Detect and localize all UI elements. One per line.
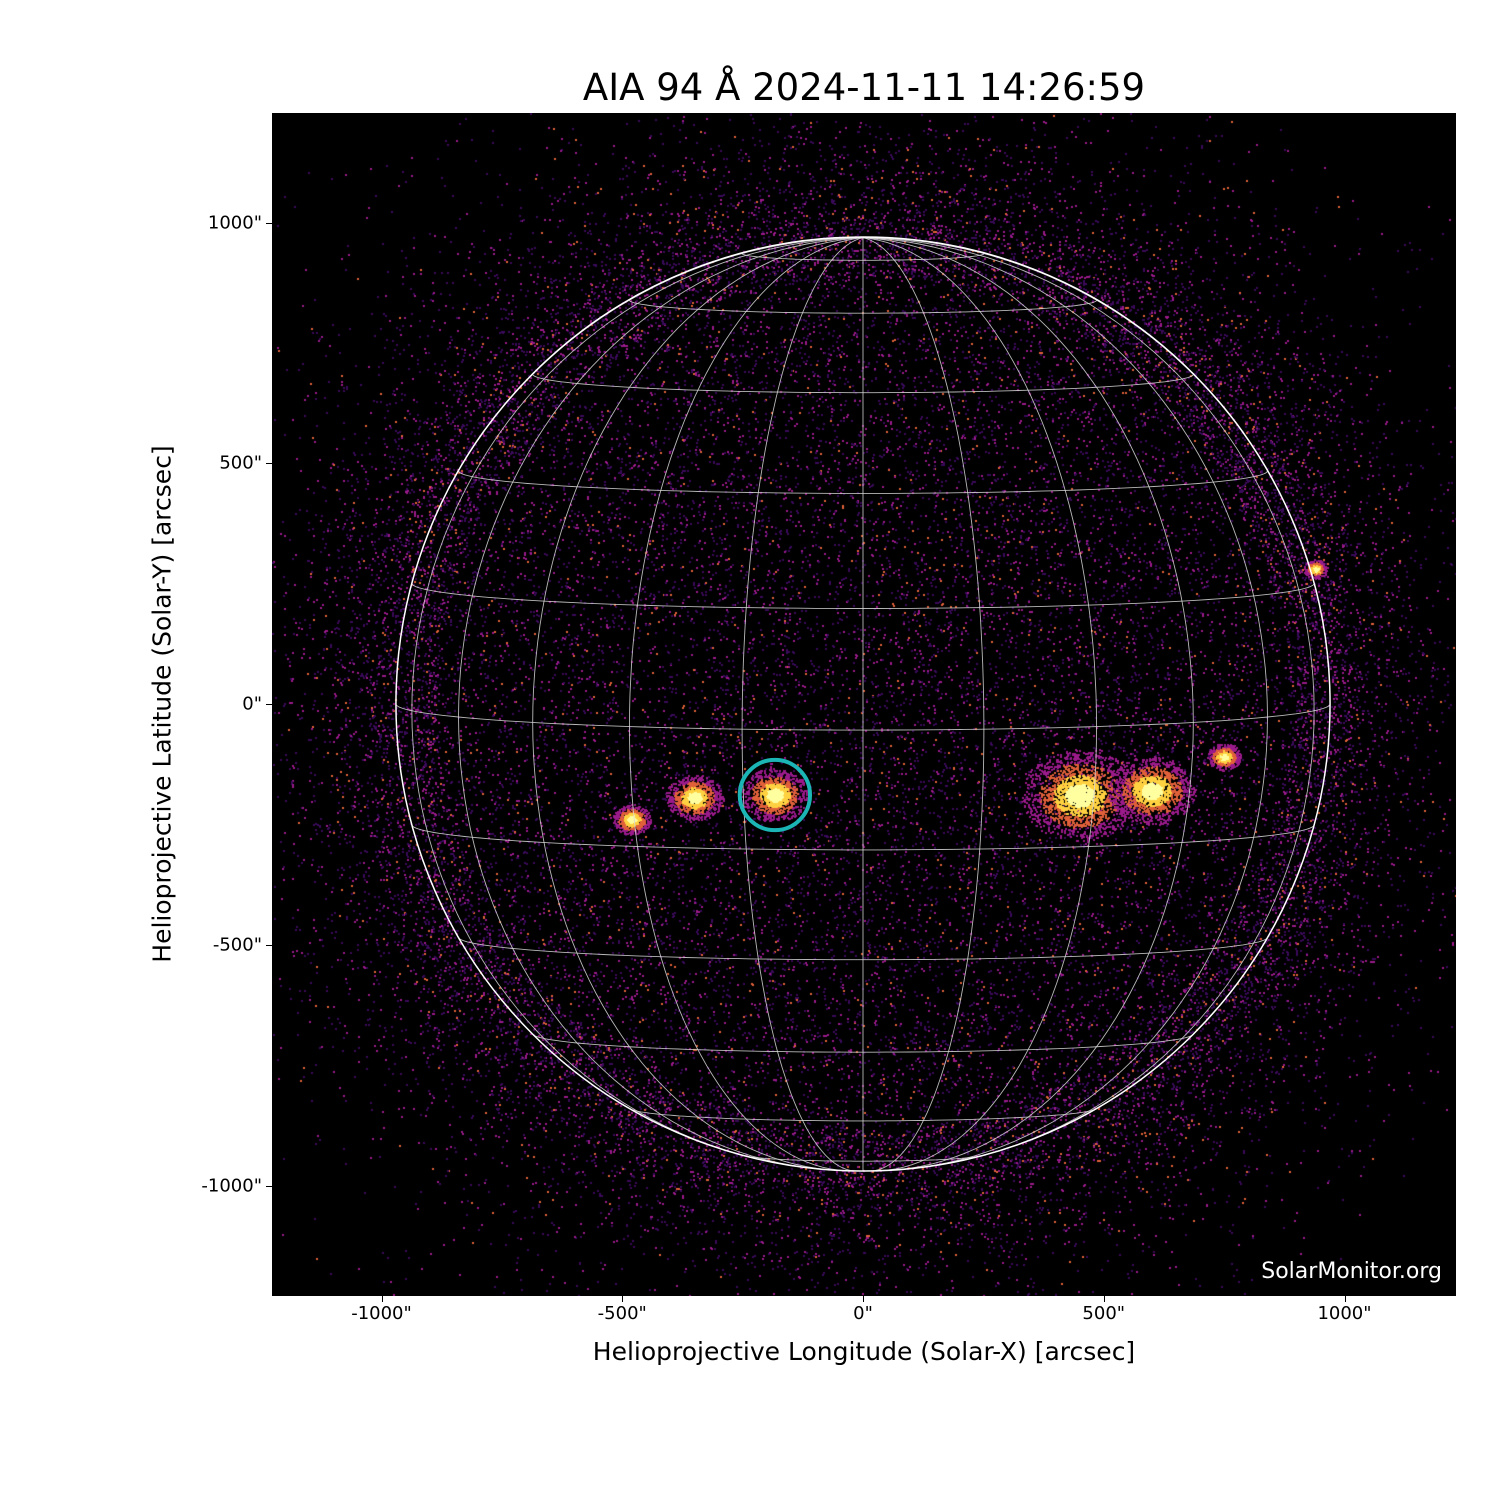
x-tick-mark xyxy=(863,1296,864,1302)
longitude-line xyxy=(458,237,864,1169)
heliographic-grid xyxy=(395,236,1331,1172)
longitude-line xyxy=(862,237,1194,1171)
x-tick-label: 500" xyxy=(1082,1303,1126,1324)
y-tick-mark xyxy=(266,463,272,465)
x-tick-label: 0" xyxy=(853,1303,873,1324)
solar-image xyxy=(272,113,1456,1296)
region-highlight-circle xyxy=(737,757,813,833)
longitude-line xyxy=(862,237,985,1172)
x-tick-label: 1000" xyxy=(1317,1303,1372,1324)
x-tick-mark xyxy=(1344,1296,1346,1302)
chart-title: AIA 94 Å 2024-11-11 14:26:59 xyxy=(582,66,1146,109)
x-tick-mark xyxy=(381,1296,383,1302)
y-tick-mark xyxy=(266,704,272,705)
y-tick-label: 0" xyxy=(242,693,262,715)
longitude-line xyxy=(862,237,1331,705)
y-tick-mark xyxy=(266,222,272,224)
y-tick-label: -1000" xyxy=(201,1175,262,1196)
watermark: SolarMonitor.org xyxy=(1261,1259,1442,1284)
y-tick-mark xyxy=(266,1185,272,1187)
longitude-line xyxy=(395,237,864,705)
x-tick-mark xyxy=(1103,1296,1105,1302)
y-tick-label: -500" xyxy=(212,934,262,956)
longitude-line xyxy=(862,237,1268,1169)
x-axis-label: Helioprojective Longitude (Solar-X) [arc… xyxy=(592,1337,1136,1366)
y-tick-label: 1000" xyxy=(207,212,262,233)
longitude-line xyxy=(741,237,864,1172)
x-tick-label: -1000" xyxy=(351,1303,412,1324)
longitude-line xyxy=(862,237,1097,1172)
solar-limb xyxy=(395,236,1331,1172)
y-tick-mark xyxy=(266,944,272,946)
longitude-line xyxy=(411,237,864,1159)
x-tick-label: -500" xyxy=(597,1303,647,1324)
longitude-line xyxy=(862,237,1315,1159)
longitude-line xyxy=(532,237,864,1171)
longitude-line xyxy=(629,237,864,1172)
y-axis-label: Helioprojective Latitude (Solar-Y) [arcs… xyxy=(147,445,177,963)
plot-area: SolarMonitor.org xyxy=(272,113,1456,1296)
y-tick-label: 500" xyxy=(219,452,262,474)
x-tick-mark xyxy=(622,1296,624,1302)
